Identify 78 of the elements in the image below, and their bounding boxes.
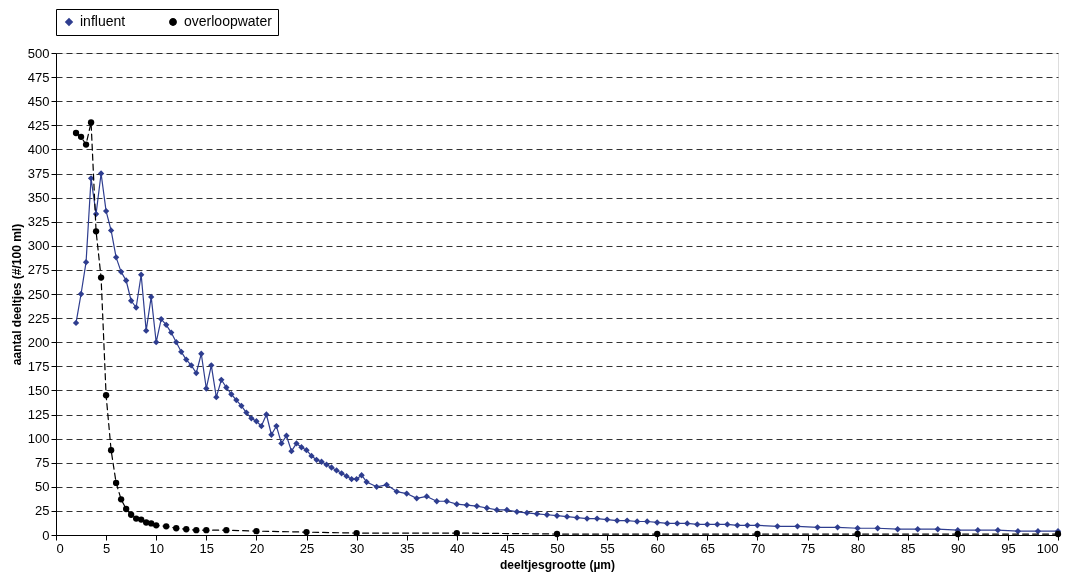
point: [107, 447, 115, 454]
point: [163, 523, 170, 530]
point: [143, 519, 150, 526]
point: [854, 530, 861, 538]
point: [122, 505, 130, 513]
x-tick-label: 80: [850, 540, 866, 556]
x-tick-label: 90: [951, 540, 966, 556]
y-tick-label: 100: [27, 431, 50, 447]
point: [77, 133, 85, 141]
y-tick-label: 225: [27, 310, 50, 326]
x-tick-label: 5: [102, 540, 111, 556]
y-tick-label: 350: [27, 190, 50, 206]
point: [453, 529, 460, 537]
y-tick-label: 250: [27, 286, 50, 302]
point: [117, 496, 125, 503]
point: [954, 530, 961, 538]
x-tick-label: 30: [349, 540, 365, 556]
y-tick-label: 425: [27, 117, 50, 133]
point: [553, 530, 561, 538]
y-tick-label: 200: [27, 334, 50, 350]
point: [72, 129, 80, 137]
x-tick-label: 50: [550, 540, 565, 556]
point: [138, 516, 145, 523]
y-tick-label: 50: [35, 479, 50, 495]
y-tick-label: 175: [27, 358, 50, 374]
x-tick-label: 95: [1001, 540, 1016, 556]
point: [148, 520, 155, 527]
point: [87, 119, 95, 126]
point: [153, 522, 160, 529]
legend-label: influent: [80, 13, 126, 29]
y-tick-label: 450: [27, 93, 50, 109]
y-tick-label: 0: [42, 527, 50, 543]
x-tick-label: 75: [800, 540, 816, 556]
y-tick-label: 500: [27, 45, 50, 61]
x-tick-label: 45: [500, 540, 515, 556]
point: [133, 515, 140, 522]
x-tick-label: 40: [450, 540, 465, 556]
point: [654, 530, 661, 538]
y-tick-label: 75: [35, 455, 50, 471]
point: [127, 511, 135, 518]
x-tick-label: 85: [900, 540, 916, 556]
point: [173, 525, 180, 532]
x-tick-label: 10: [149, 540, 164, 556]
x-tick-label: 100: [1036, 540, 1059, 556]
point: [82, 141, 90, 148]
point: [353, 529, 360, 537]
y-tick-label: 150: [27, 382, 50, 398]
y-tick-label: 300: [27, 238, 50, 254]
point: [183, 526, 190, 533]
x-tick-label: 20: [249, 540, 265, 556]
y-tick-label: 25: [35, 503, 50, 519]
point: [102, 392, 110, 399]
point: [203, 527, 210, 534]
y-axis-title: aantal deeltjes (#/100 ml): [9, 223, 24, 366]
x-tick-label: 15: [199, 540, 215, 556]
point: [92, 228, 100, 235]
x-tick-label: 70: [750, 540, 766, 556]
y-tick-label: 275: [27, 262, 50, 278]
point: [303, 528, 310, 536]
x-tick-label: 60: [650, 540, 665, 556]
legend-label: overloopwater: [184, 13, 273, 29]
y-tick-label: 400: [27, 141, 50, 157]
point: [97, 274, 105, 281]
x-tick-label: 25: [299, 540, 315, 556]
x-tick-label: 0: [56, 540, 64, 556]
point: [253, 527, 260, 535]
x-tick-label: 35: [399, 540, 415, 556]
y-tick-label: 475: [27, 69, 50, 85]
x-tick-label: 65: [700, 540, 716, 556]
y-tick-label: 375: [27, 166, 50, 181]
point: [112, 479, 120, 487]
point: [193, 527, 200, 534]
x-axis-title: deeltjesgrootte (µm): [500, 557, 615, 572]
point: [754, 530, 761, 538]
point: [223, 527, 230, 534]
y-tick-label: 125: [27, 407, 50, 422]
y-tick-label: 325: [27, 214, 50, 230]
x-tick-label: 55: [600, 540, 615, 556]
